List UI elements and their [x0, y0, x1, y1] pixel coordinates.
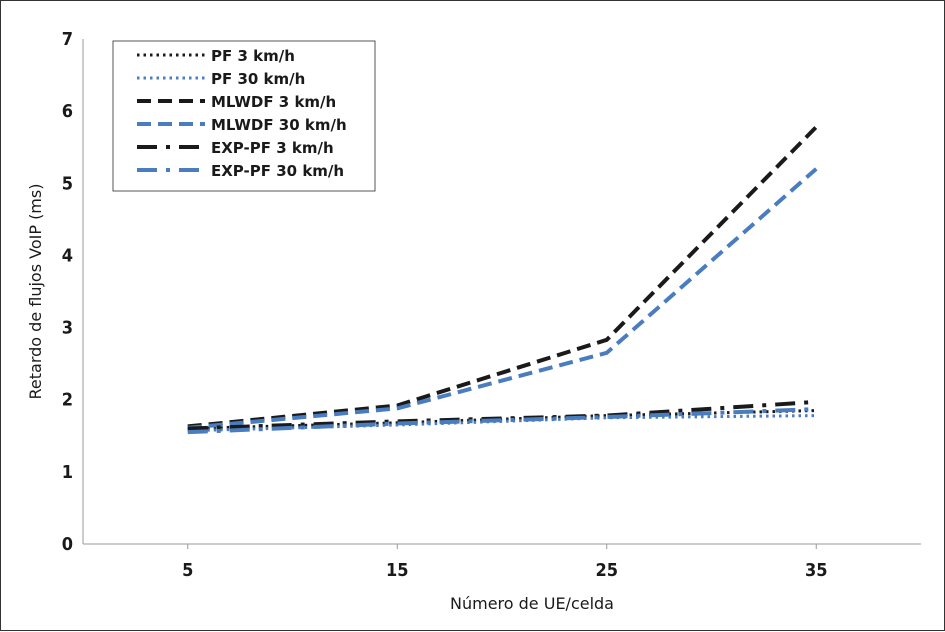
y-tick-label: 4: [62, 245, 73, 266]
legend-label: PF 3 km/h: [211, 47, 295, 65]
legend-label: EXP-PF 30 km/h: [211, 162, 344, 180]
legend-label: PF 30 km/h: [211, 70, 305, 88]
y-tick-label: 6: [62, 101, 73, 122]
y-tick-label: 3: [62, 318, 73, 339]
series-line: [187, 409, 817, 431]
legend-label: EXP-PF 3 km/h: [211, 139, 334, 157]
y-tick-labels: 0 1 2 3 4 5 6 7: [62, 29, 73, 555]
legend: PF 3 km/h PF 30 km/h MLWDF 3 km/h MLWDF 30 …: [112, 40, 376, 192]
legend-box: [112, 40, 376, 192]
legend-label: MLWDF 3 km/h: [211, 93, 336, 111]
x-tick-label: 35: [805, 560, 828, 581]
legend-items: PF 3 km/h PF 30 km/h MLWDF 3 km/h MLWDF 30 …: [137, 47, 347, 180]
axes: [82, 39, 921, 545]
x-tick-label: 15: [386, 560, 409, 581]
series-line: [187, 414, 817, 433]
y-tick-label: 2: [62, 390, 73, 411]
y-tick-label: 5: [62, 173, 73, 194]
series-line: [187, 167, 818, 430]
x-axis-title: Número de UE/celda: [450, 594, 614, 613]
y-axis-title: Retardo de flujos VoIP (ms): [26, 184, 45, 400]
legend-label: MLWDF 30 km/h: [211, 116, 347, 134]
x-tick-labels: 5 15 25 35: [182, 544, 828, 581]
x-tick-label: 5: [182, 560, 193, 581]
series-layer: [187, 125, 818, 435]
y-tick-label: 0: [62, 534, 73, 555]
y-tick-label: 1: [62, 462, 73, 483]
x-tick-label: 25: [595, 560, 618, 581]
y-tick-label: 7: [62, 29, 73, 50]
series-line: [187, 125, 818, 429]
